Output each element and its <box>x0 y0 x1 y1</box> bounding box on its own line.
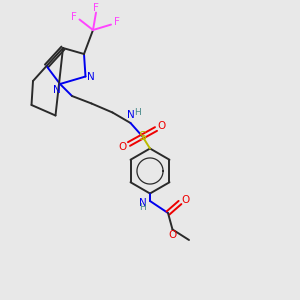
Text: N: N <box>127 110 134 121</box>
Text: O: O <box>181 195 190 205</box>
Text: O: O <box>168 230 177 240</box>
Text: H: H <box>139 203 146 212</box>
Text: S: S <box>139 130 146 143</box>
Text: N: N <box>53 85 61 95</box>
Text: N: N <box>87 71 95 82</box>
Text: H: H <box>134 108 140 117</box>
Text: F: F <box>71 12 77 22</box>
Text: F: F <box>93 3 99 13</box>
Text: N: N <box>139 197 146 208</box>
Text: O: O <box>119 142 127 152</box>
Text: F: F <box>114 17 120 27</box>
Text: O: O <box>158 121 166 131</box>
